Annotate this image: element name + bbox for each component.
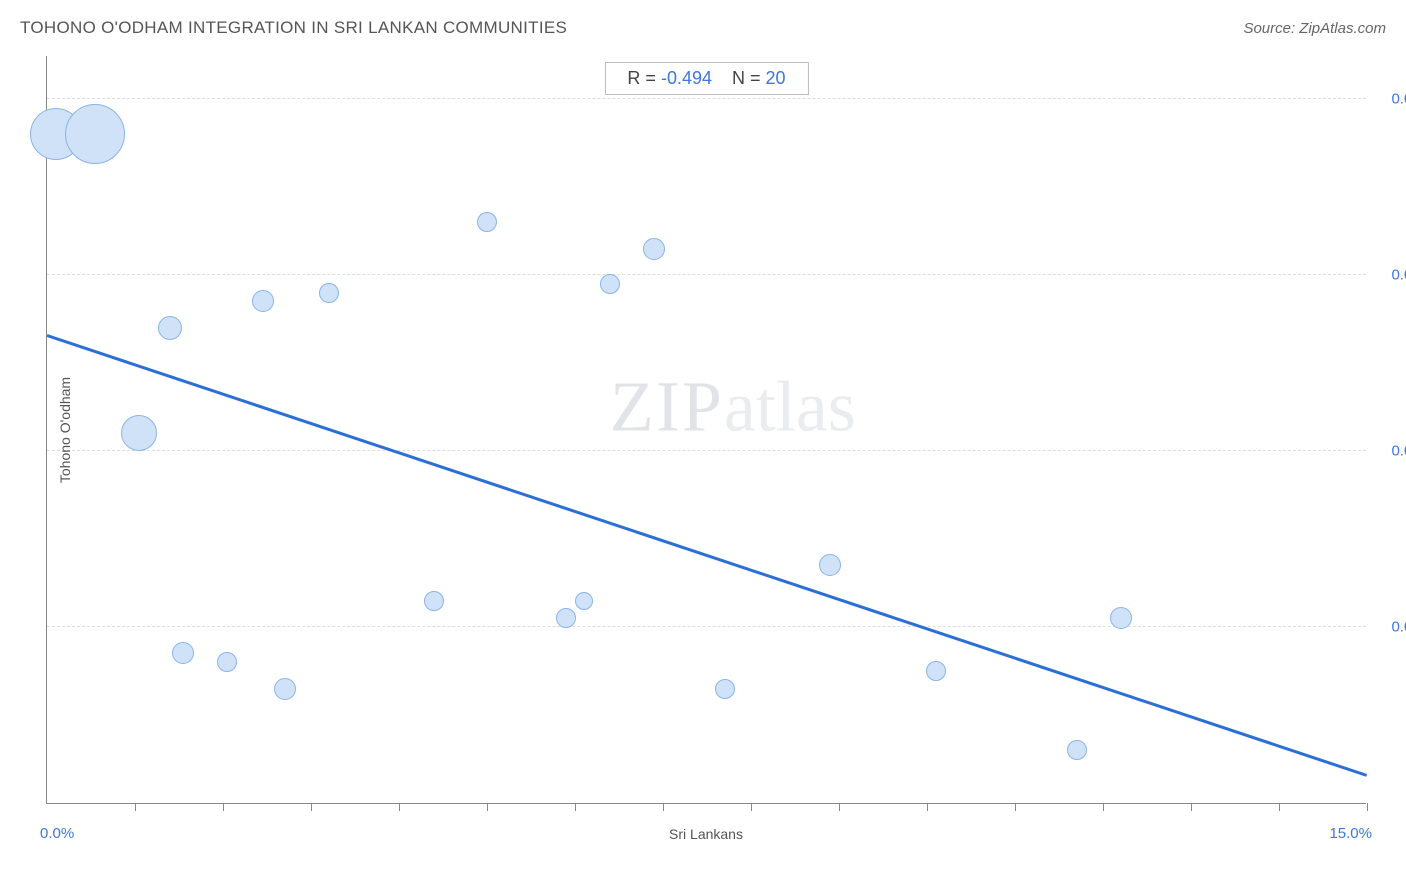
watermark-atlas: atlas: [724, 367, 856, 447]
data-point: [319, 283, 339, 303]
data-point: [274, 678, 296, 700]
source-text: Source: ZipAtlas.com: [1243, 20, 1386, 37]
trend-line: [47, 334, 1368, 777]
x-tick: [223, 803, 224, 811]
x-tick: [927, 803, 928, 811]
x-tick: [1191, 803, 1192, 811]
data-point: [556, 608, 576, 628]
x-tick: [663, 803, 664, 811]
x-tick: [575, 803, 576, 811]
data-point: [1110, 607, 1132, 629]
gridline: [47, 626, 1366, 627]
x-tick: [1279, 803, 1280, 811]
chart-area: ZIPatlas R = -0.494 N = 20 0.02%0.04%0.0…: [46, 56, 1366, 804]
data-point: [477, 212, 497, 232]
chart-title: TOHONO O'ODHAM INTEGRATION IN SRI LANKAN…: [20, 18, 567, 38]
x-tick: [1367, 803, 1368, 811]
x-tick: [399, 803, 400, 811]
plot-area: ZIPatlas R = -0.494 N = 20 0.02%0.04%0.0…: [46, 56, 1366, 804]
watermark-zip: ZIP: [610, 367, 724, 447]
x-tick: [311, 803, 312, 811]
x-tick: [1015, 803, 1016, 811]
x-tick: [135, 803, 136, 811]
gridline: [47, 274, 1366, 275]
x-tick: [487, 803, 488, 811]
data-point: [158, 316, 182, 340]
y-tick-label: 0.08%: [1391, 91, 1406, 108]
y-axis-label: Tohono O'odham: [57, 377, 73, 483]
gridline: [47, 450, 1366, 451]
data-point: [600, 274, 620, 294]
x-axis-label: Sri Lankans: [669, 826, 743, 842]
data-point: [217, 652, 237, 672]
watermark: ZIPatlas: [610, 366, 856, 449]
data-point: [424, 591, 444, 611]
header: TOHONO O'ODHAM INTEGRATION IN SRI LANKAN…: [20, 18, 1386, 38]
data-point: [252, 290, 274, 312]
data-point: [715, 679, 735, 699]
n-value: 20: [766, 68, 786, 88]
data-point: [65, 104, 125, 164]
r-value: -0.494: [661, 68, 712, 88]
y-tick-label: 0.06%: [1391, 267, 1406, 284]
data-point: [121, 415, 157, 451]
x-tick: [751, 803, 752, 811]
r-label: R =: [627, 68, 656, 88]
n-label: N =: [732, 68, 761, 88]
data-point: [1067, 740, 1087, 760]
y-tick-label: 0.02%: [1391, 619, 1406, 636]
y-tick-label: 0.04%: [1391, 443, 1406, 460]
x-tick: [839, 803, 840, 811]
data-point: [575, 592, 593, 610]
data-point: [819, 554, 841, 576]
x-tick: [1103, 803, 1104, 811]
x-max-label: 15.0%: [1329, 825, 1372, 842]
data-point: [926, 661, 946, 681]
stats-box: R = -0.494 N = 20: [604, 62, 808, 95]
x-min-label: 0.0%: [40, 825, 74, 842]
gridline: [47, 98, 1366, 99]
data-point: [172, 642, 194, 664]
data-point: [643, 238, 665, 260]
